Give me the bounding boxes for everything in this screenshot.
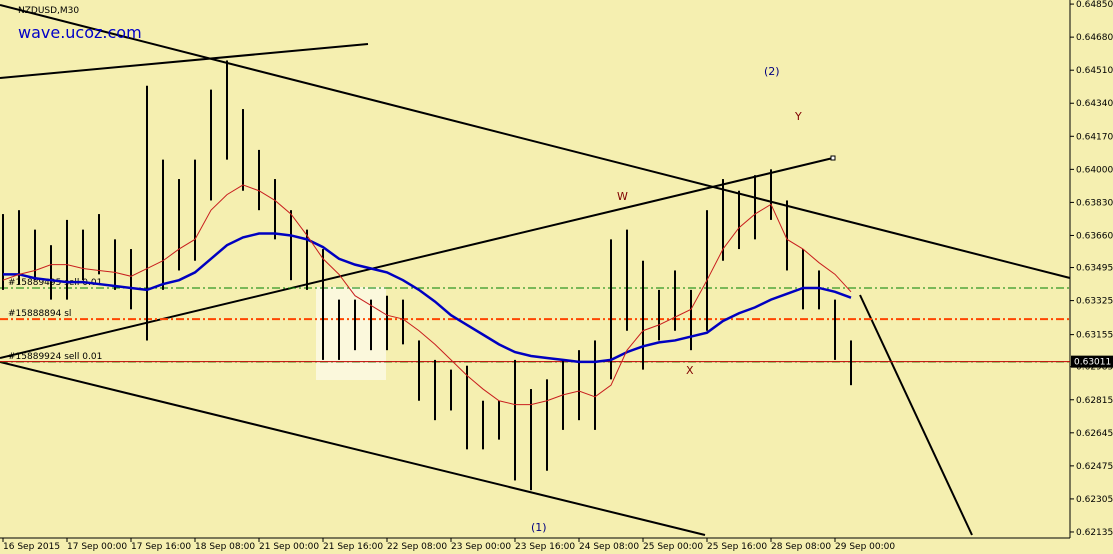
y-tick-label: 0.63495: [1076, 264, 1113, 274]
x-tick-label: 23 Sep 16:00: [515, 542, 575, 552]
y-tick-label: 0.62305: [1076, 495, 1113, 505]
x-tick-label: 25 Sep 16:00: [707, 542, 767, 552]
moving-average: [2, 184, 852, 406]
line-handle: [830, 155, 836, 161]
subtitle: wave.ucoz.com: [18, 23, 142, 42]
x-tick-label: 17 Sep 00:00: [67, 542, 127, 552]
y-tick-label: 0.63830: [1076, 198, 1113, 208]
y-tick-label: 0.62985: [1076, 363, 1113, 373]
chart-title: NZDUSD,M30: [18, 6, 79, 16]
price-label: 0.63011: [1074, 358, 1111, 368]
y-tick-label: 0.62475: [1076, 462, 1113, 472]
x-tick-label: 23 Sep 00:00: [451, 542, 511, 552]
highlight-box: [316, 287, 386, 380]
x-tick-label: 16 Sep 2015: [3, 542, 60, 552]
trend-line: [0, 361, 706, 536]
x-tick-label: 28 Sep 08:00: [771, 542, 831, 552]
order-label: #15889924 sell 0.01: [8, 352, 102, 362]
y-tick-label: 0.63325: [1076, 297, 1113, 307]
wave-label: X: [686, 364, 694, 377]
wave-label: Y: [794, 110, 802, 123]
wave-label: W: [617, 190, 628, 203]
x-tick-label: 24 Sep 08:00: [579, 542, 639, 552]
trend-line: [859, 294, 973, 536]
y-tick-label: 0.62815: [1076, 396, 1113, 406]
price-box: [1071, 355, 1113, 368]
moving-average: [3, 232, 852, 364]
plot: [0, 4, 1071, 536]
y-tick-label: 0.64510: [1076, 66, 1113, 76]
order-label: #15888894 sl: [8, 309, 71, 319]
x-tick-label: 17 Sep 16:00: [131, 542, 191, 552]
x-tick-label: 21 Sep 16:00: [323, 542, 383, 552]
y-tick-label: 0.64340: [1076, 99, 1113, 109]
y-tick-label: 0.62645: [1076, 429, 1113, 439]
wave-label: (1): [531, 521, 547, 534]
y-tick-label: 0.62135: [1076, 528, 1113, 538]
wave-label: (2): [764, 65, 780, 78]
order-label: #15889495 sell 0.01: [8, 278, 102, 288]
y-tick-label: 0.63660: [1076, 231, 1113, 241]
trend-line: [0, 4, 1071, 279]
y-tick-label: 0.64680: [1076, 33, 1113, 43]
y-tick-label: 0.63155: [1076, 331, 1113, 341]
trend-line: [0, 157, 834, 359]
x-tick-label: 18 Sep 08:00: [195, 542, 255, 552]
y-tick-label: 0.64170: [1076, 132, 1113, 142]
y-tick-label: 0.64850: [1076, 0, 1113, 10]
x-tick-label: 25 Sep 00:00: [643, 542, 703, 552]
x-tick-label: 21 Sep 00:00: [259, 542, 319, 552]
trend-line: [0, 43, 369, 79]
x-tick-label: 22 Sep 08:00: [387, 542, 447, 552]
y-tick-label: 0.64000: [1076, 165, 1113, 175]
x-tick-label: 29 Sep 00:00: [835, 542, 895, 552]
